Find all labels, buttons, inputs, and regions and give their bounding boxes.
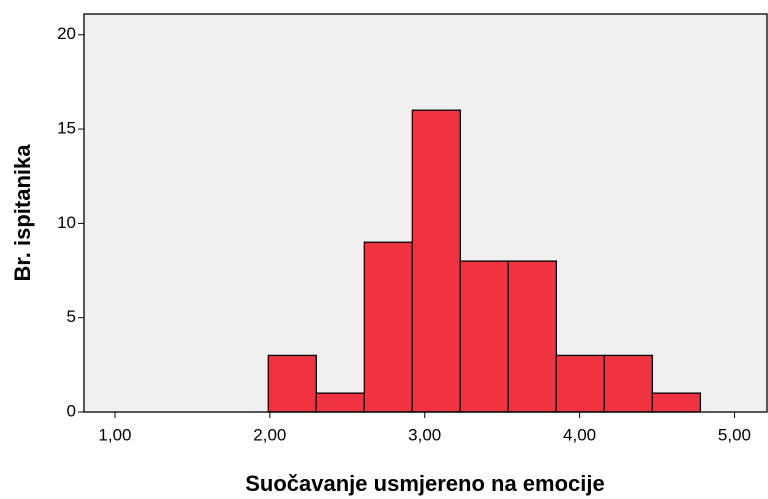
x-tick-label: 5,00 [718,425,751,444]
x-tick-label: 2,00 [253,425,286,444]
plot-frame [83,13,768,413]
x-tick-label: 4,00 [563,425,596,444]
y-axis-label: Br. ispitanika [10,144,35,282]
bar [651,392,702,413]
bar [411,109,461,413]
bar [555,354,606,413]
x-tick-label: 1,00 [98,425,131,444]
bar [459,260,510,413]
x-tick-label: 3,00 [408,425,441,444]
y-tick-label: 0 [67,401,76,420]
x-axis-label: Suočavanje usmjereno na emocije [245,471,604,496]
y-tick-label: 15 [57,119,76,138]
y-tick-label: 5 [67,307,76,326]
bar [603,354,654,413]
y-tick-label: 20 [57,24,76,43]
bar [363,241,413,413]
bar [507,260,558,413]
y-tick-label: 10 [57,213,76,232]
bar [315,392,365,413]
bar [267,354,317,413]
